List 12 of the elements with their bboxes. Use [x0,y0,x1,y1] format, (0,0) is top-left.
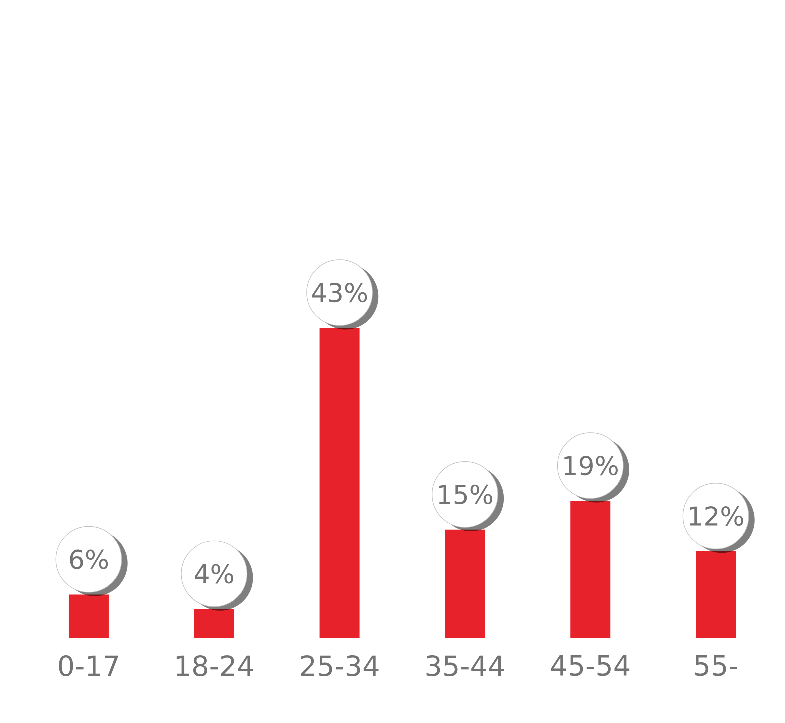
data-label: 6% [70,550,108,570]
data-label: 43% [312,283,368,303]
data-label: 12% [690,506,744,526]
x-tick-label: 35-44 [426,655,504,677]
x-tick-label: 18-24 [176,655,254,677]
x-tick-label: 55- [695,655,738,676]
x-tick-label: 45-54 [551,655,630,676]
data-label: 15% [439,484,493,504]
x-tick-label: 25-34 [301,655,379,677]
x-tick-label: 0-17 [59,655,118,677]
data-label: 19% [564,456,618,476]
data-label: 4% [195,564,234,584]
